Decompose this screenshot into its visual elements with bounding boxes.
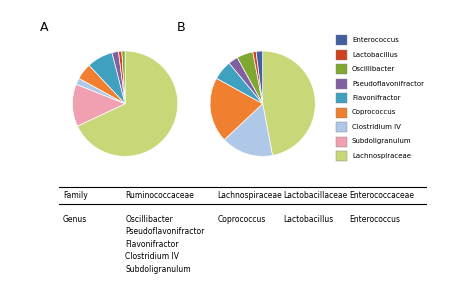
Text: Genus: Genus bbox=[63, 214, 87, 224]
Bar bbox=[336, 50, 347, 60]
Text: Flavonifractor: Flavonifractor bbox=[125, 240, 179, 249]
Text: B: B bbox=[177, 21, 186, 34]
Wedge shape bbox=[76, 78, 125, 104]
Text: Oscillibacter: Oscillibacter bbox=[125, 214, 173, 224]
Text: Lactobacillaceae: Lactobacillaceae bbox=[283, 190, 347, 200]
Text: Family: Family bbox=[63, 190, 88, 200]
Wedge shape bbox=[77, 51, 178, 156]
Text: Enterococcus: Enterococcus bbox=[352, 37, 399, 43]
Bar bbox=[336, 151, 347, 161]
Wedge shape bbox=[79, 65, 125, 104]
Bar bbox=[336, 79, 347, 89]
Text: Coprococcus: Coprococcus bbox=[352, 110, 396, 116]
Text: Enterococcaceae: Enterococcaceae bbox=[349, 190, 414, 200]
Text: Subdoligranulum: Subdoligranulum bbox=[125, 265, 191, 274]
Wedge shape bbox=[210, 78, 263, 140]
Wedge shape bbox=[217, 63, 263, 104]
Text: Oscillibacter: Oscillibacter bbox=[352, 66, 395, 72]
Text: Subdoligranulum: Subdoligranulum bbox=[352, 139, 411, 145]
Text: Clostridium IV: Clostridium IV bbox=[125, 252, 179, 261]
Text: Lachnospiraceae: Lachnospiraceae bbox=[352, 153, 411, 159]
Wedge shape bbox=[89, 53, 125, 104]
Text: Pseudoflavonifractor: Pseudoflavonifractor bbox=[125, 227, 205, 236]
Wedge shape bbox=[256, 51, 263, 104]
Bar bbox=[336, 122, 347, 132]
Wedge shape bbox=[112, 51, 125, 104]
Text: Lactobacillus: Lactobacillus bbox=[352, 52, 398, 58]
Bar bbox=[336, 137, 347, 147]
Text: Pseudoflavonifractor: Pseudoflavonifractor bbox=[352, 80, 424, 86]
Text: Lactobacillus: Lactobacillus bbox=[283, 214, 334, 224]
Text: Coprococcus: Coprococcus bbox=[217, 214, 265, 224]
Bar bbox=[336, 93, 347, 103]
Text: Lachnospiraceae: Lachnospiraceae bbox=[217, 190, 282, 200]
Text: Enterococcus: Enterococcus bbox=[349, 214, 401, 224]
Text: A: A bbox=[39, 21, 48, 34]
Wedge shape bbox=[118, 51, 125, 104]
Wedge shape bbox=[263, 51, 315, 155]
Wedge shape bbox=[73, 84, 125, 126]
Text: Clostridium IV: Clostridium IV bbox=[352, 124, 401, 130]
Bar bbox=[336, 108, 347, 118]
Wedge shape bbox=[122, 51, 125, 104]
Bar bbox=[336, 35, 347, 46]
Wedge shape bbox=[229, 58, 263, 104]
Wedge shape bbox=[253, 51, 263, 104]
Bar bbox=[336, 64, 347, 74]
Text: Ruminococcaceae: Ruminococcaceae bbox=[125, 190, 194, 200]
Wedge shape bbox=[237, 52, 263, 104]
Wedge shape bbox=[224, 104, 273, 156]
Text: Flavonifractor: Flavonifractor bbox=[352, 95, 401, 101]
